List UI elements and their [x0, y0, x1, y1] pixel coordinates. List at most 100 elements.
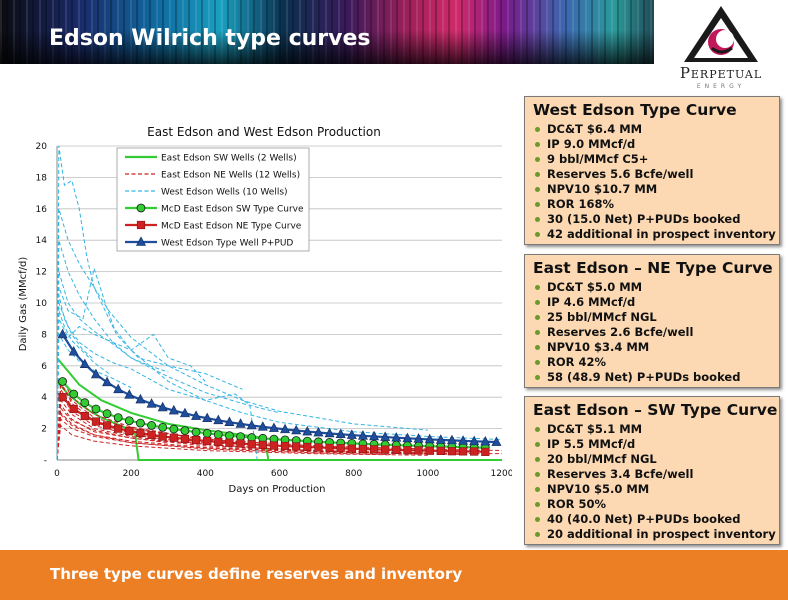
list-item: NPV10 $3.4 MM: [533, 340, 773, 355]
data-point: [80, 398, 90, 408]
data-point: [402, 432, 413, 443]
series-line: [56, 208, 428, 461]
list-item: DC&T $6.4 MM: [533, 122, 773, 137]
series-line: [56, 424, 428, 461]
data-point: [213, 430, 223, 439]
data-point: [136, 418, 145, 428]
x-tick-label: 200: [123, 469, 140, 479]
data-point: [113, 413, 123, 423]
list-item: 25 bbl/MMcf NGL: [533, 310, 773, 325]
chart-plot-area: [56, 145, 503, 461]
series-line: [56, 413, 447, 461]
data-point: [335, 428, 346, 439]
data-point: [346, 429, 357, 439]
data-point: [280, 423, 291, 434]
legend-entry: West Edson Type Well P+PUD: [125, 236, 293, 249]
y-tick-label: 20: [36, 142, 48, 152]
data-point: [336, 444, 345, 453]
data-point: [369, 445, 379, 454]
data-point: [58, 393, 67, 402]
y-tick-label: 12: [36, 268, 47, 278]
legend-entry: East Edson NE Wells (12 Wells): [125, 171, 300, 181]
data-point: [269, 441, 279, 450]
legend-label: West Edson Type Well P+PUD: [161, 239, 293, 249]
production-chart: East Edson and West Edson Production Dai…: [18, 125, 512, 495]
data-point: [124, 389, 135, 399]
data-point: [146, 398, 157, 408]
company-logo: Perpetual ENERGY: [654, 0, 788, 98]
data-point: [458, 435, 469, 445]
data-point: [469, 435, 480, 446]
list-item: Reserves 5.6 Bcfe/well: [533, 167, 773, 182]
data-point: [157, 401, 168, 412]
data-point: [446, 434, 457, 445]
data-point: [147, 430, 156, 439]
series-line: [56, 145, 503, 461]
data-point: [58, 377, 67, 386]
data-point: [68, 346, 79, 356]
data-point: [158, 422, 168, 432]
data-point: [113, 383, 124, 394]
logo-mark-icon: [684, 6, 758, 62]
box-list: DC&T $5.0 MM IP 4.6 MMcf/d 25 bbl/MMcf N…: [533, 280, 773, 385]
logo-name: Perpetual: [679, 64, 763, 82]
series-line: [56, 266, 243, 461]
logo-subtitle: ENERGY: [696, 83, 746, 90]
data-point: [114, 424, 123, 433]
data-point: [247, 440, 256, 449]
data-point: [324, 427, 335, 438]
legend-entry: McD East Edson NE Type Curve: [125, 220, 302, 232]
data-point: [313, 426, 324, 437]
data-point: [191, 427, 201, 437]
data-point: [347, 444, 356, 453]
box-title: East Edson – SW Type Curve: [533, 401, 778, 419]
data-point: [213, 414, 224, 425]
data-point: [447, 447, 457, 456]
slide-title: Edson Wilrich type curves: [49, 26, 371, 51]
west-edson-box: West Edson Type Curve DC&T $6.4 MM IP 9.…: [524, 96, 780, 245]
series-line: [56, 406, 169, 461]
data-point: [225, 438, 234, 447]
legend-entry: East Edson SW Wells (2 Wells): [125, 154, 297, 164]
legend-marker: [136, 236, 146, 246]
data-point: [414, 446, 423, 455]
list-item: 58 (48.9 Net) P+PUDs booked: [533, 370, 773, 385]
data-point: [358, 444, 368, 454]
x-tick-label: 400: [197, 469, 214, 479]
data-point: [236, 439, 245, 448]
data-point: [125, 426, 134, 436]
series-line: [56, 295, 95, 461]
series-2: [56, 145, 503, 461]
list-item: IP 4.6 MMcf/d: [533, 295, 773, 310]
series-line: [56, 403, 503, 461]
data-point: [291, 424, 302, 435]
data-point: [303, 442, 312, 452]
data-point: [69, 404, 78, 414]
x-axis-label: Days on Production: [229, 484, 326, 495]
data-point: [214, 437, 223, 447]
list-item: Reserves 3.4 Bcfe/well: [533, 467, 773, 482]
series-line: [56, 240, 280, 461]
data-point: [135, 393, 146, 404]
data-point: [180, 434, 190, 444]
list-item: Reserves 2.6 Bcfe/well: [533, 325, 773, 340]
x-tick-label: 600: [271, 469, 288, 479]
data-point: [357, 430, 368, 440]
list-item: IP 9.0 MMcf/d: [533, 137, 773, 152]
data-point: [124, 416, 134, 426]
list-item: 9 bbl/MMcf C5+: [533, 152, 773, 167]
series-line: [56, 411, 391, 461]
list-item: ROR 50%: [533, 497, 773, 512]
legend-box: [116, 147, 310, 252]
series-line: [61, 333, 497, 444]
east-edson-ne-box: East Edson – NE Type Curve DC&T $5.0 MM …: [524, 254, 780, 388]
east-edson-sw-box: East Edson – SW Type Curve DC&T $5.1 MM …: [524, 396, 780, 545]
data-point: [302, 425, 313, 436]
data-point: [147, 421, 156, 430]
legend-marker: [136, 220, 146, 230]
legend-entry: McD East Edson SW Type Curve: [125, 203, 304, 215]
data-point: [380, 431, 391, 441]
data-point: [91, 417, 101, 426]
data-point: [158, 432, 167, 441]
data-point: [102, 421, 112, 430]
